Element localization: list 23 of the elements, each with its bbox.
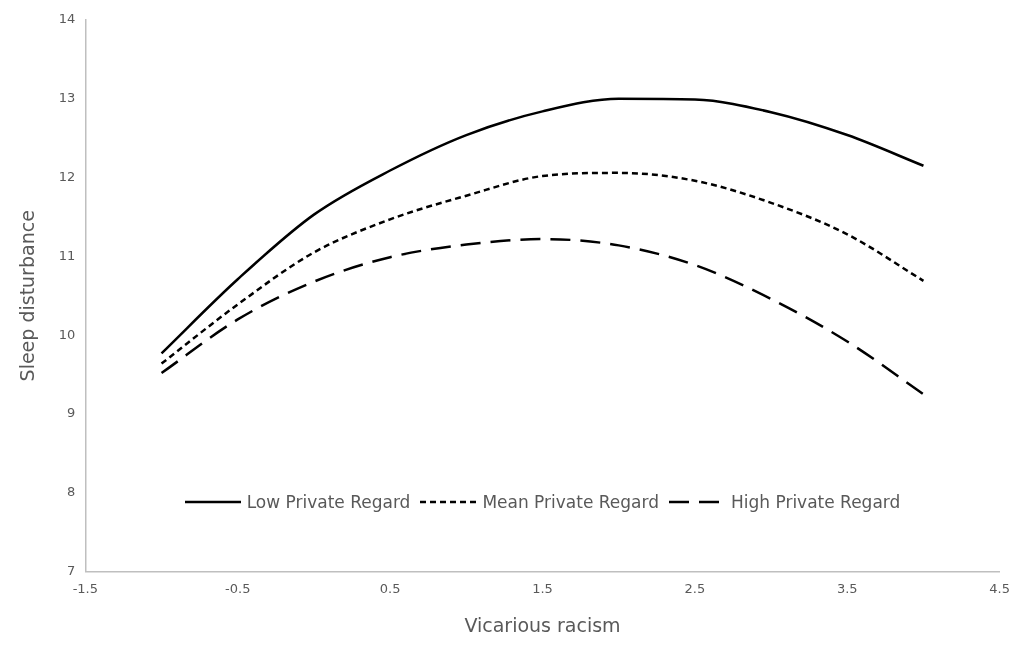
y-tick-label: 13 (58, 90, 76, 106)
legend-label: Mean Private Regard (482, 491, 659, 512)
legend-label: Low Private Regard (246, 491, 411, 512)
x-tick-label: -0.5 (225, 580, 251, 596)
line-series (160, 97, 925, 355)
line-series (160, 171, 925, 365)
line-series (160, 237, 925, 396)
y-tick-label: 9 (67, 405, 76, 421)
y-tick-label: 7 (67, 562, 76, 578)
y-tick-label: 11 (58, 247, 76, 263)
y-tick-label: 8 (67, 484, 76, 500)
legend-label: High Private Regard (730, 491, 901, 512)
x-tick-label: 4.5 (989, 580, 1011, 596)
y-tick-label: 14 (58, 11, 76, 27)
x-tick-label: 3.5 (836, 580, 858, 596)
x-tick-label: -1.5 (72, 580, 99, 596)
y-tick-label: 10 (58, 326, 76, 342)
y-axis-title: Sleep disturbance (16, 210, 39, 382)
x-axis-title: Vicarious racism (464, 613, 621, 636)
x-tick-label: 0.5 (379, 580, 401, 596)
y-tick-label: 12 (58, 168, 76, 184)
x-tick-label: 2.5 (684, 580, 706, 596)
x-tick-label: 1.5 (532, 580, 553, 596)
